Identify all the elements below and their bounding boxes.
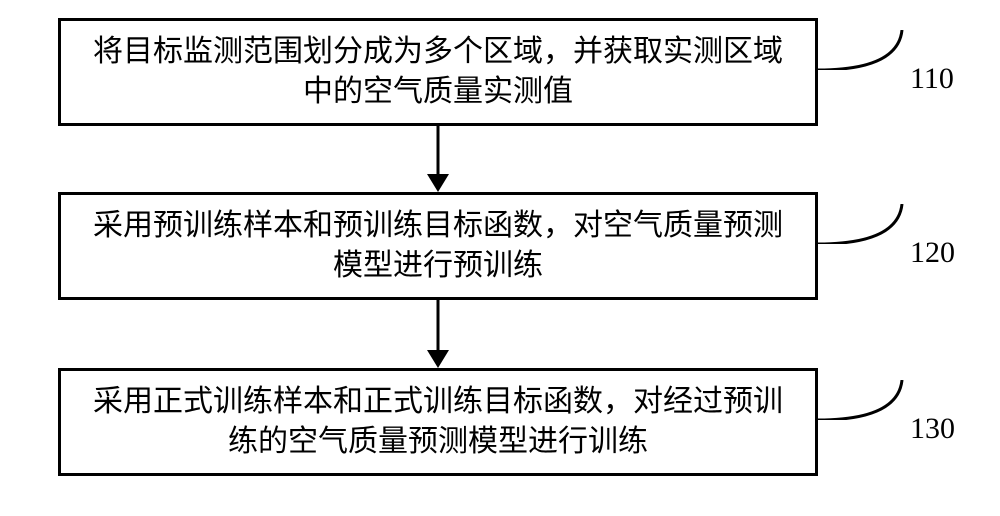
arrow-step-110-to-step-120 bbox=[425, 126, 451, 192]
flow-step-text: 采用正式训练样本和正式训练目标函数，对经过预训练的空气质量预测模型进行训练 bbox=[81, 382, 795, 463]
flow-step-120: 采用预训练样本和预训练目标函数，对空气质量预测模型进行预训练 bbox=[58, 192, 818, 300]
flow-step-label-130: 130 bbox=[910, 412, 955, 446]
connector-110 bbox=[818, 30, 910, 70]
flow-step-text: 采用预训练样本和预训练目标函数，对空气质量预测模型进行预训练 bbox=[81, 206, 795, 287]
flowchart-canvas: 将目标监测范围划分成为多个区域，并获取实测区域中的空气质量实测值 110 采用预训练… bbox=[0, 0, 1000, 516]
connector-130 bbox=[818, 380, 910, 420]
arrow-step-120-to-step-130 bbox=[425, 300, 451, 368]
flow-step-label-120: 120 bbox=[910, 236, 955, 270]
connector-120 bbox=[818, 204, 910, 244]
flow-step-110: 将目标监测范围划分成为多个区域，并获取实测区域中的空气质量实测值 bbox=[58, 18, 818, 126]
flow-step-text: 将目标监测范围划分成为多个区域，并获取实测区域中的空气质量实测值 bbox=[81, 32, 795, 113]
flow-step-label-110: 110 bbox=[910, 62, 954, 96]
flow-step-130: 采用正式训练样本和正式训练目标函数，对经过预训练的空气质量预测模型进行训练 bbox=[58, 368, 818, 476]
